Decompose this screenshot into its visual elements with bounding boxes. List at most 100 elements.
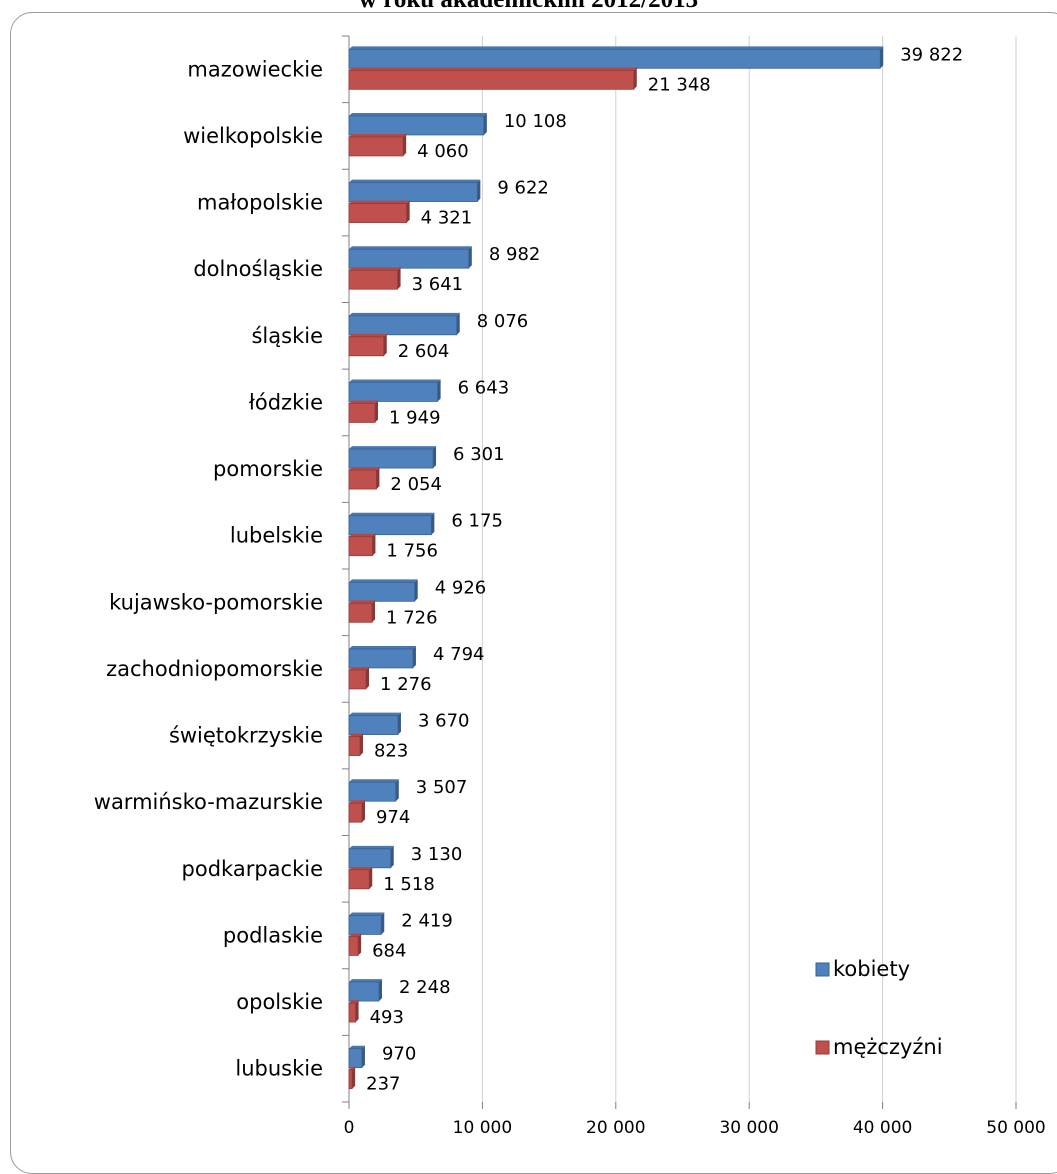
data-label: 4 060	[417, 141, 469, 162]
bar-top-face	[349, 200, 410, 204]
data-label: 3 130	[411, 844, 463, 865]
category-label: kujawsko-pomorskie	[109, 590, 323, 614]
bar-top-face	[349, 579, 418, 583]
bar-mezczyzni	[348, 869, 370, 890]
data-label: 237	[366, 1074, 400, 1095]
bar-kobiety	[348, 115, 485, 136]
legend-swatch	[815, 1040, 830, 1055]
bar-kobiety	[348, 182, 478, 202]
category-label: podkarpackie	[182, 857, 323, 881]
data-label: 4 794	[433, 644, 485, 665]
data-label: 6 175	[451, 511, 503, 532]
bar-side-face	[456, 312, 460, 335]
bar-side-face	[431, 512, 435, 535]
data-label: 1 949	[389, 407, 441, 428]
bar-top-face	[349, 712, 401, 716]
bar-side-face	[376, 467, 380, 490]
bar-side-face	[369, 866, 373, 889]
category-label: świętokrzyskie	[169, 724, 323, 748]
bar-kobiety	[348, 915, 382, 935]
bar-side-face	[633, 67, 637, 90]
bar-side-face	[433, 446, 437, 469]
bar-mezczyzni	[348, 136, 404, 157]
bar-side-face	[397, 712, 401, 735]
bar-top-face	[349, 46, 884, 50]
bar-mezczyzni	[348, 736, 361, 756]
data-label: 2 604	[398, 341, 450, 362]
bar-side-face	[412, 645, 416, 668]
bar-side-face	[359, 733, 363, 756]
bar-top-face	[349, 933, 362, 937]
category-label: zachodniopomorskie	[106, 657, 323, 681]
bar-top-face	[349, 379, 441, 383]
bar-side-face	[414, 579, 418, 602]
category-label: dolnośląskie	[193, 257, 323, 281]
bar-kobiety	[348, 648, 414, 669]
bar-side-face	[383, 333, 387, 356]
bar-top-face	[349, 733, 363, 737]
bar-top-face	[349, 67, 637, 71]
x-tick-label: 0	[344, 1118, 355, 1138]
data-label: 39 822	[900, 44, 963, 65]
x-tick-label: 50 000	[986, 1118, 1045, 1138]
bar-top-face	[349, 446, 437, 450]
bar-side-face	[381, 912, 385, 935]
legend-label: mężczyźni	[833, 1035, 943, 1059]
category-label: mazowieckie	[187, 57, 323, 81]
category-label: śląskie	[251, 324, 323, 348]
chart-title: w roku akademickim 2012/2013	[0, 0, 1057, 14]
bar-side-face	[477, 179, 481, 202]
category-label: wielkopolskie	[183, 124, 323, 148]
bar-mezczyzni	[348, 1002, 356, 1023]
bar-top-face	[349, 845, 394, 849]
bar-top-face	[349, 312, 460, 316]
bar-top-face	[349, 1045, 365, 1049]
bar-top-face	[349, 912, 385, 916]
category-label: pomorskie	[213, 457, 323, 481]
x-tick-label: 40 000	[853, 1118, 912, 1138]
bar-side-face	[374, 400, 378, 423]
bar-kobiety	[348, 382, 439, 402]
data-label: 3 641	[412, 274, 464, 295]
bar-side-face	[361, 1045, 365, 1068]
bar-top-face	[349, 1066, 356, 1070]
bar-mezczyzni	[348, 802, 363, 823]
bar-mezczyzni	[348, 536, 373, 557]
bar-mezczyzni	[348, 269, 398, 290]
bar-kobiety	[348, 781, 397, 802]
bar-top-face	[349, 866, 373, 870]
bar-side-face	[378, 979, 382, 1002]
bar-mezczyzni	[348, 203, 408, 223]
bar-mezczyzni	[348, 336, 385, 357]
bar-top-face	[349, 467, 380, 471]
bar-top-face	[349, 1000, 359, 1004]
data-label: 21 348	[648, 74, 711, 95]
bar-side-face	[390, 845, 394, 868]
bar-top-face	[349, 133, 407, 137]
bar-top-face	[349, 533, 376, 537]
bar-mezczyzni	[348, 602, 373, 623]
bar-side-face	[395, 779, 399, 802]
bar-side-face	[397, 267, 401, 290]
bar-top-face	[349, 400, 378, 404]
bar-top-face	[349, 512, 435, 516]
data-label: 974	[376, 807, 410, 828]
x-tick-label: 20 000	[586, 1118, 645, 1138]
bar-top-face	[349, 333, 387, 337]
bar-kobiety	[348, 48, 881, 69]
bar-top-face	[349, 112, 487, 116]
bar-kobiety	[348, 248, 470, 269]
data-label: 1 726	[386, 607, 438, 628]
bar-mezczyzni	[348, 1069, 353, 1090]
bar-side-face	[372, 533, 376, 556]
data-label: 823	[374, 741, 408, 762]
bar-kobiety	[348, 448, 434, 469]
bar-side-face	[437, 379, 441, 402]
data-label: 493	[370, 1007, 404, 1028]
category-label: łódzkie	[249, 390, 323, 414]
bar-side-face	[372, 600, 376, 623]
bar-chart: 0 10 000 20 000 30 000 40 000 50 000 mazowieck…	[94, 35, 1046, 1138]
bar-kobiety	[348, 715, 399, 735]
bar-side-face	[361, 800, 365, 823]
bar-mezczyzni	[348, 936, 359, 956]
